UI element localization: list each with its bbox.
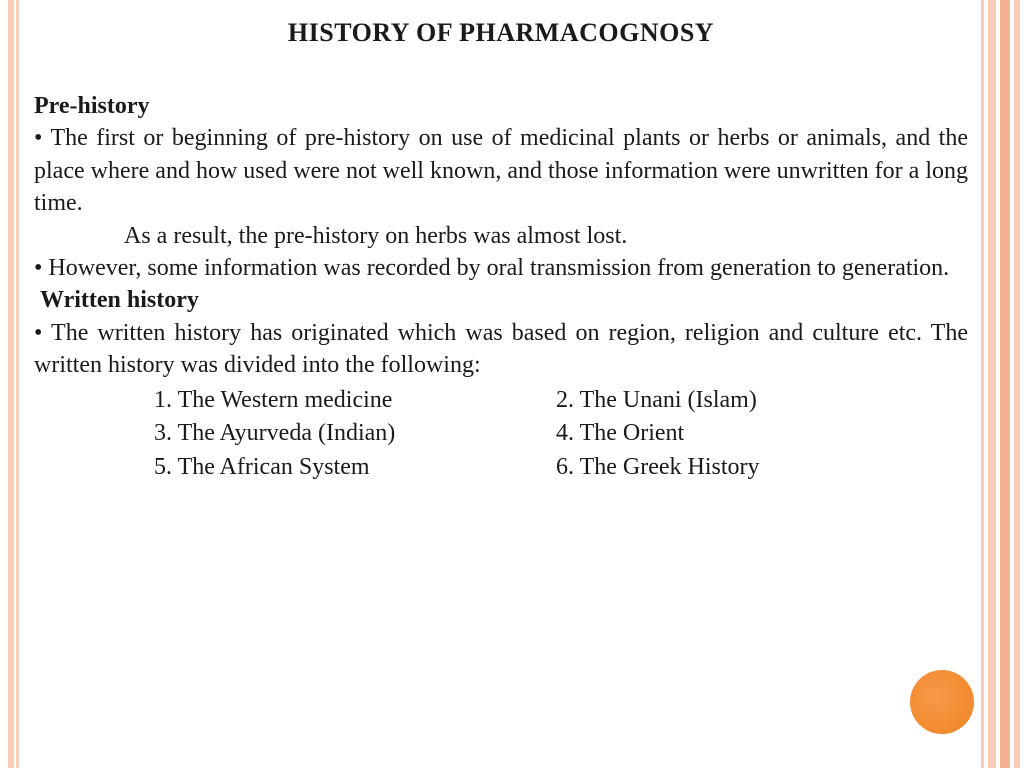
slide-title: HISTORY OF PHARMACOGNOSY bbox=[34, 18, 968, 48]
prehistory-result-line: As a result, the pre-history on herbs wa… bbox=[34, 220, 968, 252]
prehistory-bullet-1: • The first or beginning of pre-history … bbox=[34, 122, 968, 219]
written-history-list: 1. The Western medicine 2. The Unani (Is… bbox=[34, 384, 968, 485]
section-heading-prehistory: Pre-history bbox=[34, 90, 968, 122]
list-item: 2. The Unani (Islam) bbox=[556, 384, 948, 418]
list-item: 1. The Western medicine bbox=[154, 384, 546, 418]
prehistory-result-text: As a result, the pre-history on herbs wa… bbox=[34, 220, 968, 252]
list-item: 3. The Ayurveda (Indian) bbox=[154, 417, 546, 451]
slide-content: HISTORY OF PHARMACOGNOSY Pre-history • T… bbox=[34, 18, 968, 768]
written-bullet-1: • The written history has originated whi… bbox=[34, 317, 968, 382]
list-item: 6. The Greek History bbox=[556, 451, 948, 485]
list-item: 4. The Orient bbox=[556, 417, 948, 451]
right-accent-stripes bbox=[974, 0, 1024, 768]
list-item: 5. The African System bbox=[154, 451, 546, 485]
prehistory-bullet-2: • However, some information was recorded… bbox=[34, 252, 968, 284]
left-accent-stripes bbox=[0, 0, 24, 768]
decorative-circle-icon bbox=[910, 670, 974, 734]
section-heading-written: Written history bbox=[34, 284, 968, 316]
